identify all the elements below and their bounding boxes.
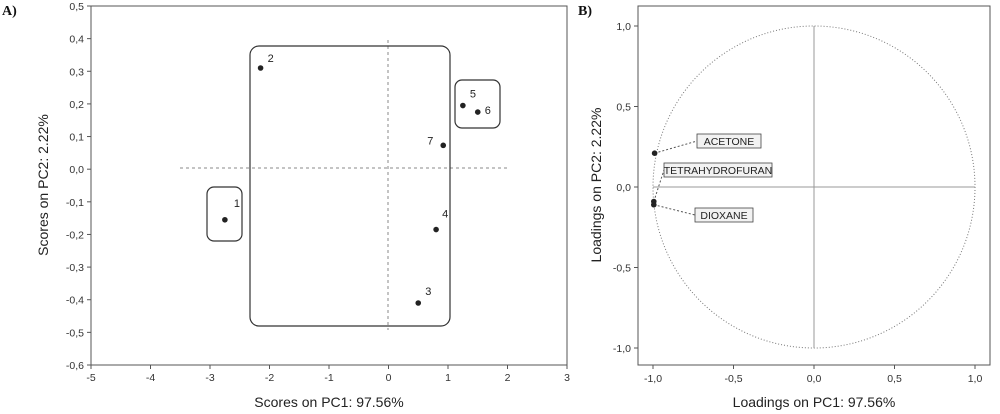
loading-point-dioxane — [651, 201, 657, 208]
score-y-tick-label: 0,5 — [69, 1, 84, 13]
score-y-tick-label: -0,5 — [66, 327, 84, 339]
score-plot: -5 -4 -3 -2 -1 0 1 2 3 0,5 0,4 0,3 0,2 0,1 0,0 -0,1 -0,2… — [35, 1, 570, 410]
loading-label: ACETONE — [704, 136, 755, 148]
score-x-tick-label: -2 — [265, 372, 274, 384]
loading-label-box — [663, 162, 773, 178]
score-y-tick-label: 0,1 — [69, 132, 84, 144]
score-point-label: 2 — [268, 53, 274, 65]
loading-plot: -1,0 -0,5 0,0 0,5 1,0 1,0 0,5 0,0 -0,5 -1,0 ACETO… — [588, 5, 991, 410]
score-y-tick-label: 0,3 — [69, 66, 84, 78]
score-x-tick-label: 3 — [564, 372, 570, 384]
group-box-5-6 — [454, 79, 501, 129]
score-point-label: 5 — [470, 89, 476, 101]
loading-x-tick-label: -1,0 — [644, 373, 662, 385]
score-y-tick-label: -0,4 — [66, 295, 84, 307]
score-x-tick-label: -5 — [86, 372, 95, 384]
panel-b-label: B) — [578, 4, 592, 19]
score-point-label: 3 — [425, 286, 431, 298]
score-point-label: 1 — [234, 198, 240, 210]
score-point-label: 4 — [442, 209, 448, 221]
loading-y-axis-title: Loadings on PC2: 2.22% — [588, 108, 604, 263]
score-x-tick-label: 2 — [505, 372, 511, 384]
loading-label: DIOXANE — [700, 210, 747, 222]
loading-x-tick-label: 0,0 — [807, 373, 822, 385]
score-point-4 — [433, 226, 439, 233]
loading-x-tick-label: 1,0 — [968, 373, 983, 385]
score-x-tick-label: 0 — [386, 372, 392, 384]
score-point-2 — [257, 65, 264, 71]
score-x-tick-label: 1 — [445, 372, 451, 384]
score-y-tick-label: -0,6 — [66, 360, 84, 372]
score-x-tick-label: -1 — [324, 372, 333, 384]
score-plot-frame — [90, 5, 568, 366]
score-y-tick-label: 0,4 — [69, 34, 84, 46]
score-point-1 — [222, 216, 228, 223]
loading-label: TETRAHYDROFURAN — [664, 165, 773, 177]
score-point-3 — [415, 300, 422, 306]
loading-y-tick-label: -0,5 — [613, 263, 631, 275]
score-y-tick-label: 0,2 — [69, 99, 84, 111]
score-point-7 — [440, 142, 447, 149]
score-point-label: 6 — [485, 105, 491, 117]
score-x-tick-label: -4 — [146, 372, 155, 384]
loading-y-tick-label: 1,0 — [616, 21, 631, 33]
loading-label-box — [694, 207, 754, 223]
loading-y-tick-label: 0,0 — [616, 182, 631, 194]
loading-leader-line — [653, 169, 665, 202]
score-x-axis-title: Scores on PC1: 97.56% — [254, 394, 403, 410]
loading-leader-line — [654, 140, 698, 154]
score-x-tick-label: -3 — [205, 372, 214, 384]
score-y-tick-label: -0,3 — [66, 262, 84, 274]
score-point-label: 7 — [427, 135, 433, 147]
score-point-6 — [474, 109, 481, 115]
loading-leader-line — [653, 204, 696, 216]
loading-x-tick-label: 0,5 — [887, 373, 902, 385]
score-y-tick-label: 0,0 — [69, 164, 84, 176]
loading-y-tick-label: 0,5 — [616, 102, 631, 114]
loading-x-axis-title: Loadings on PC1: 97.56% — [733, 394, 896, 410]
loading-point-acetone — [651, 150, 658, 156]
score-y-tick-label: -0,1 — [66, 197, 84, 209]
group-box-2-3-4-7 — [249, 45, 451, 327]
group-box-1 — [206, 186, 243, 242]
score-y-axis-title: Scores on PC2: 2.22% — [35, 114, 51, 256]
loading-label-box — [696, 133, 762, 149]
panel-a-label: A) — [2, 4, 17, 19]
score-point-5 — [460, 102, 466, 109]
loading-y-tick-label: -1,0 — [613, 343, 631, 355]
score-y-tick-label: -0,2 — [66, 229, 84, 241]
loading-x-tick-label: -0,5 — [724, 373, 742, 385]
